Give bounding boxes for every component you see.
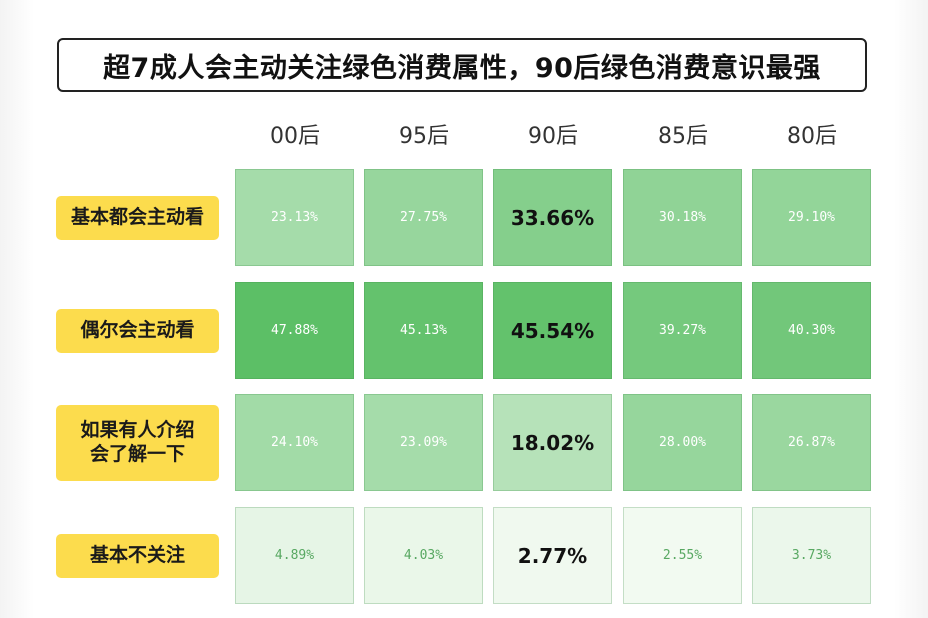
heatmap-cell-r3-c4: 3.73% [752, 507, 871, 604]
heatmap-cell-r0-c2: 33.66% [493, 169, 612, 266]
heatmap-cell-r2-c0: 24.10% [235, 394, 354, 491]
column-header-1: 95后 [399, 124, 449, 149]
heatmap-cell-r0-c4: 29.10% [752, 169, 871, 266]
chart-title: 超7成人会主动关注绿色消费属性，90后绿色消费意识最强 [103, 52, 821, 84]
row-label-2: 如果有人介绍 会了解一下 [56, 404, 219, 481]
row-label-0: 基本都会主动看 [56, 195, 219, 240]
heatmap-cell-r1-c1: 45.13% [364, 282, 483, 379]
heatmap-cell-r1-c4: 40.30% [752, 282, 871, 379]
column-header-4: 80后 [787, 124, 837, 149]
row-label-1: 偶尔会主动看 [56, 308, 219, 353]
heatmap-cell-r2-c3: 28.00% [623, 394, 742, 491]
heatmap-cell-r1-c2: 45.54% [493, 282, 612, 379]
row-label-3: 基本不关注 [56, 533, 219, 578]
column-header-0: 00后 [270, 124, 320, 149]
heatmap-cell-r2-c4: 26.87% [752, 394, 871, 491]
right-edge-shadow [894, 0, 928, 618]
chart-title-box: 超7成人会主动关注绿色消费属性，90后绿色消费意识最强 [57, 38, 867, 92]
heatmap-cell-r0-c1: 27.75% [364, 169, 483, 266]
heatmap-cell-r2-c2: 18.02% [493, 394, 612, 491]
heatmap-cell-r3-c2: 2.77% [493, 507, 612, 604]
heatmap-cell-r3-c3: 2.55% [623, 507, 742, 604]
column-header-2: 90后 [528, 124, 578, 149]
heatmap-cell-r2-c1: 23.09% [364, 394, 483, 491]
heatmap-cell-r1-c3: 39.27% [623, 282, 742, 379]
heatmap-cell-r3-c1: 4.03% [364, 507, 483, 604]
left-edge-shadow [0, 0, 34, 618]
heatmap-cell-r1-c0: 47.88% [235, 282, 354, 379]
heatmap-cell-r0-c0: 23.13% [235, 169, 354, 266]
heatmap-cell-r0-c3: 30.18% [623, 169, 742, 266]
column-header-3: 85后 [658, 124, 708, 149]
heatmap-cell-r3-c0: 4.89% [235, 507, 354, 604]
